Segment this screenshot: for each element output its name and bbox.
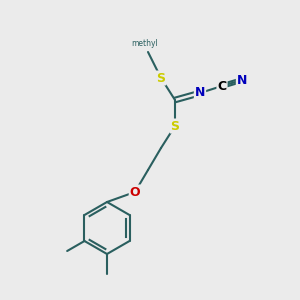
Text: O: O bbox=[130, 185, 140, 199]
Text: S: S bbox=[170, 119, 179, 133]
Text: C: C bbox=[218, 80, 226, 92]
Text: methyl: methyl bbox=[132, 38, 158, 47]
Text: S: S bbox=[157, 71, 166, 85]
Text: N: N bbox=[237, 74, 247, 86]
Text: N: N bbox=[195, 86, 205, 100]
